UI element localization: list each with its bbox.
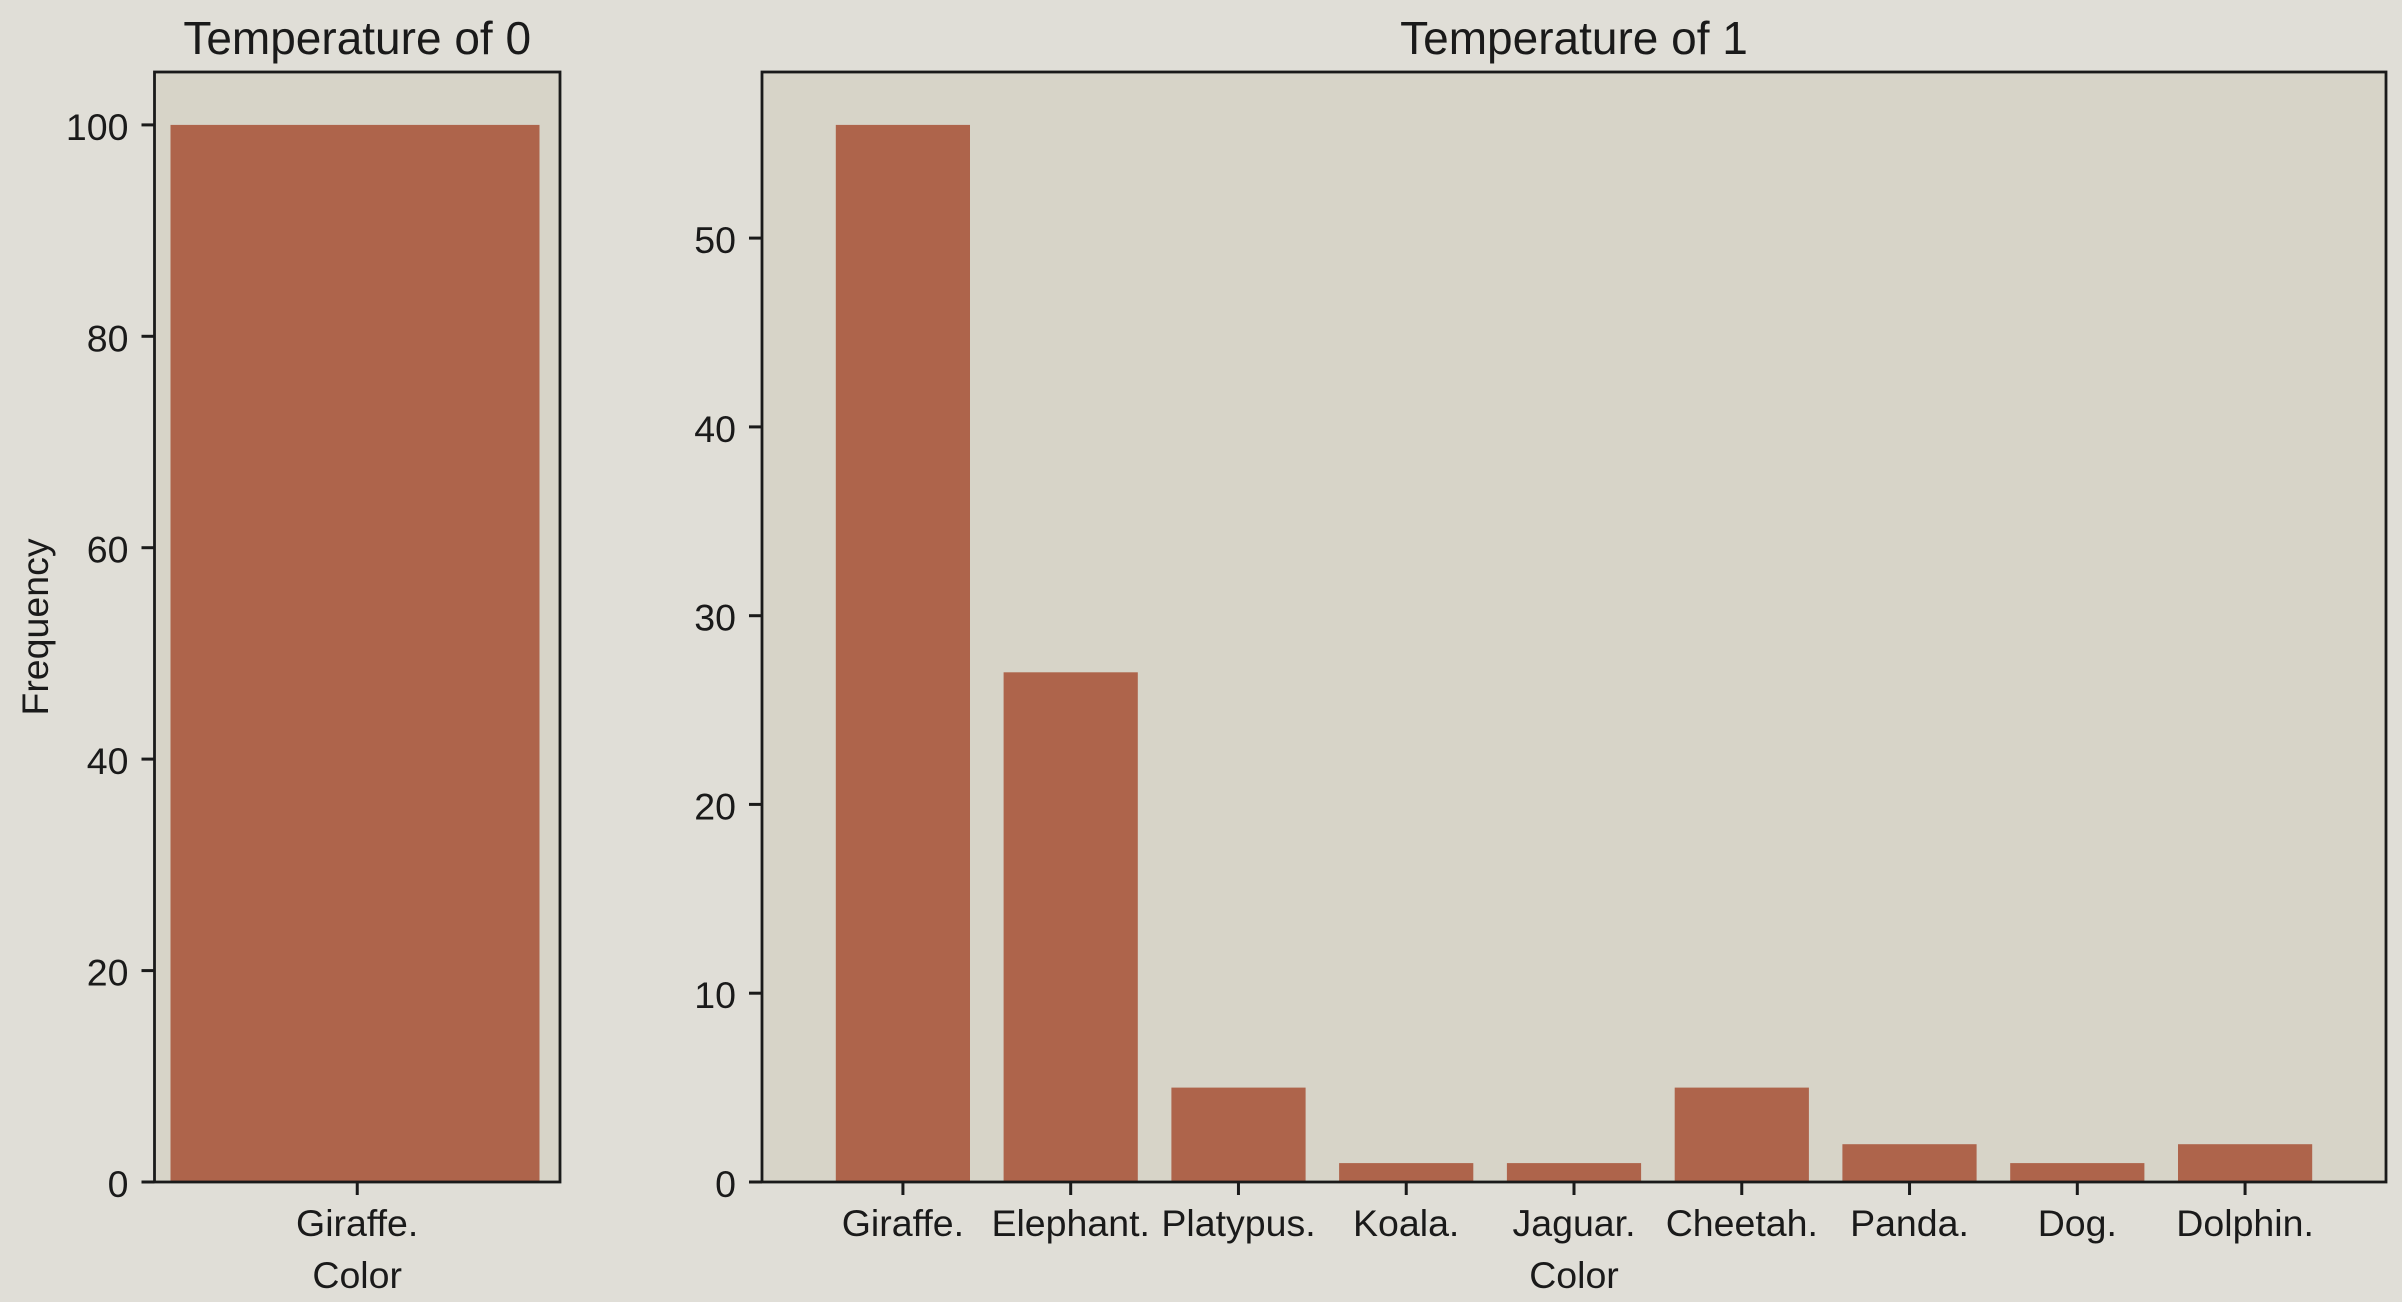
svg-text:Panda.: Panda.	[1850, 1202, 1969, 1244]
svg-text:Dolphin.: Dolphin.	[2176, 1202, 2314, 1244]
svg-text:Giraffe.: Giraffe.	[296, 1202, 418, 1244]
svg-text:40: 40	[87, 740, 129, 782]
svg-text:Frequency: Frequency	[14, 538, 56, 715]
svg-text:Koala.: Koala.	[1353, 1202, 1459, 1244]
svg-text:Color: Color	[1529, 1254, 1619, 1296]
svg-text:100: 100	[66, 106, 129, 148]
svg-text:20: 20	[87, 952, 129, 994]
svg-text:80: 80	[87, 317, 129, 359]
svg-text:0: 0	[715, 1163, 736, 1205]
svg-text:Temperature of 0: Temperature of 0	[183, 12, 531, 64]
svg-text:0: 0	[108, 1163, 129, 1205]
svg-text:Color: Color	[312, 1254, 402, 1296]
svg-text:Temperature of 1: Temperature of 1	[1400, 12, 1748, 64]
svg-text:60: 60	[87, 529, 129, 571]
svg-text:50: 50	[694, 219, 736, 261]
svg-text:20: 20	[694, 785, 736, 827]
svg-text:Cheetah.: Cheetah.	[1666, 1202, 1818, 1244]
svg-text:Dog.: Dog.	[2038, 1202, 2117, 1244]
svg-text:30: 30	[694, 597, 736, 639]
svg-text:Giraffe.: Giraffe.	[842, 1202, 964, 1244]
svg-text:Elephant.: Elephant.	[991, 1202, 1149, 1244]
svg-text:40: 40	[694, 408, 736, 450]
svg-text:Platypus.: Platypus.	[1161, 1202, 1315, 1244]
svg-text:10: 10	[694, 974, 736, 1016]
svg-text:Jaguar.: Jaguar.	[1512, 1202, 1635, 1244]
